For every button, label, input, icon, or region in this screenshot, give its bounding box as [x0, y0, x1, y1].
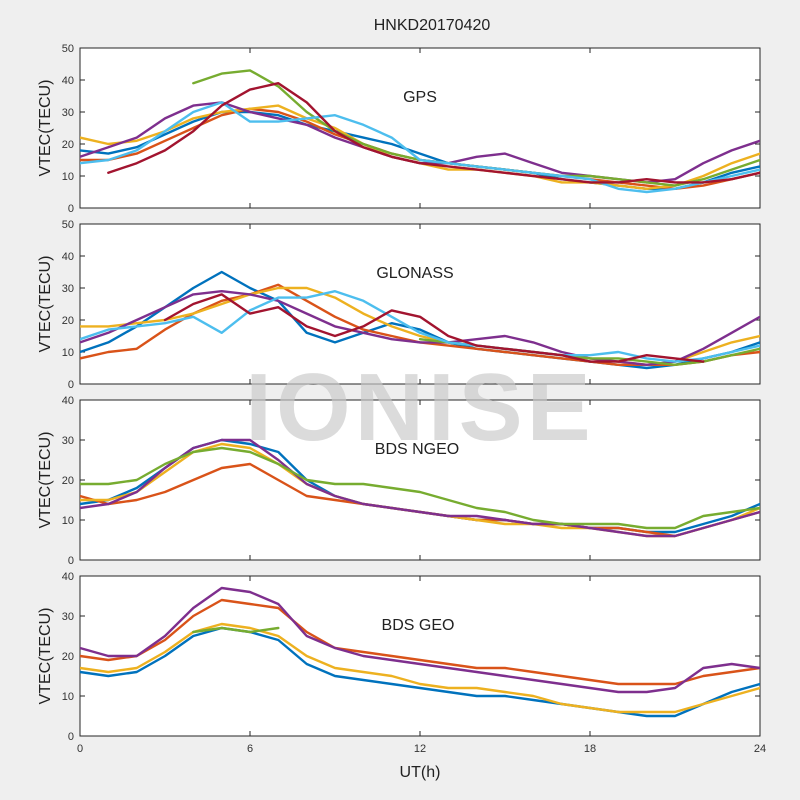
- series-line-7: [107, 81, 760, 184]
- y-tick-label: 20: [62, 315, 74, 327]
- y-tick-label: 10: [62, 691, 74, 703]
- y-tick-label: 50: [62, 43, 74, 55]
- series-line-4: [80, 290, 760, 366]
- series-line-1: [80, 626, 760, 718]
- series-line-5: [80, 446, 760, 530]
- y-tick-label: 30: [62, 611, 74, 623]
- y-tick-label: 40: [62, 571, 74, 583]
- series-group: [80, 438, 760, 538]
- panels: 0 10 20 30 40 50 GPS VTEC(TECU) 0 10 20 30 40 50 GLONA…: [37, 43, 766, 755]
- panel-label: BDS NGEO: [375, 441, 459, 458]
- watermark: IONISE: [245, 354, 594, 461]
- y-tick-label: 10: [62, 171, 74, 183]
- y-axis-label: VTEC(TECU): [37, 432, 54, 529]
- y-tick-label: 40: [62, 251, 74, 263]
- panel-label: GLONASS: [376, 265, 453, 282]
- panel-2: 0 10 20 30 40 50 GLONASS VTEC(TECU): [37, 219, 761, 391]
- series-group: [80, 586, 760, 718]
- chart-title: HNKD20170420: [374, 17, 491, 34]
- series-line-6: [80, 101, 760, 194]
- panel-1: 0 10 20 30 40 50 GPS VTEC(TECU): [37, 43, 761, 215]
- y-axis-label: VTEC(TECU): [37, 608, 54, 705]
- y-tick-label: 10: [62, 515, 74, 527]
- y-tick-label: 20: [62, 139, 74, 151]
- panel-label: BDS GEO: [382, 617, 455, 634]
- x-axis-label: UT(h): [400, 764, 441, 781]
- y-tick-label: 30: [62, 435, 74, 447]
- y-tick-label: 30: [62, 283, 74, 295]
- y-tick-label: 0: [68, 731, 74, 743]
- series-line-4: [80, 586, 760, 694]
- series-group: [80, 270, 760, 370]
- x-tick-label: 0: [77, 743, 83, 755]
- panel-label: GPS: [403, 89, 437, 106]
- series-group: [80, 69, 760, 194]
- y-tick-label: 50: [62, 219, 74, 231]
- y-tick-label: 10: [62, 347, 74, 359]
- x-tick-label: 24: [754, 743, 766, 755]
- y-axis-label: VTEC(TECU): [37, 80, 54, 177]
- y-tick-label: 20: [62, 651, 74, 663]
- y-tick-label: 30: [62, 107, 74, 119]
- y-tick-label: 20: [62, 475, 74, 487]
- x-tick-label: 18: [584, 743, 596, 755]
- y-tick-label: 40: [62, 75, 74, 87]
- x-tick-label: 6: [247, 743, 253, 755]
- series-line-7: [163, 293, 705, 363]
- series-line-4: [80, 438, 760, 538]
- panel-4: 0 10 20 30 40 0 6 12 18 24 BDS GEO VTEC(TECU): [37, 571, 766, 755]
- y-tick-label: 40: [62, 395, 74, 407]
- y-axis-label: VTEC(TECU): [37, 256, 54, 353]
- panel-3: 0 10 20 30 40 BDS NGEO VTEC(TECU): [37, 395, 761, 567]
- y-tick-label: 0: [68, 379, 74, 391]
- x-tick-label: 12: [414, 743, 426, 755]
- series-line-6: [80, 290, 760, 363]
- series-line-2: [80, 598, 760, 686]
- plot-area: [79, 575, 761, 737]
- series-line-1: [80, 270, 760, 370]
- y-tick-label: 0: [68, 555, 74, 567]
- series-line-5: [192, 626, 280, 634]
- y-tick-label: 0: [68, 203, 74, 215]
